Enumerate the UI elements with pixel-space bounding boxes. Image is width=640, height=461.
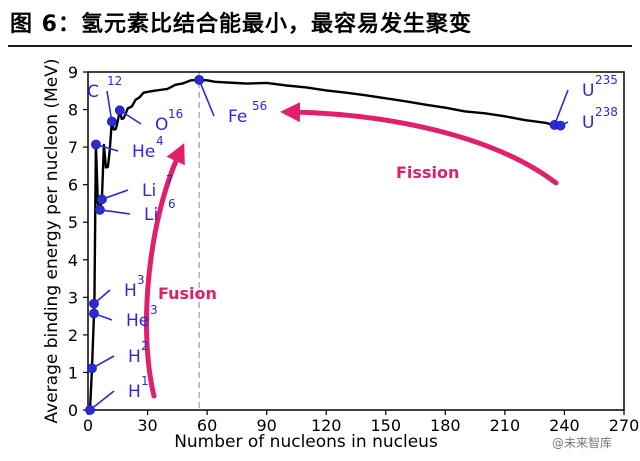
y-axis-label: Average binding energy per nucleon (MeV) xyxy=(42,59,62,424)
isotope-label: Li xyxy=(142,181,156,201)
y-tick-label: 2 xyxy=(68,326,78,345)
isotope-mass-number: 2 xyxy=(141,339,149,353)
y-tick-label: 6 xyxy=(68,176,78,195)
isotope-leader-line xyxy=(553,89,569,126)
fusion-label: Fusion xyxy=(158,284,217,303)
isotope-label: U xyxy=(582,81,594,101)
isotope-leader-line xyxy=(93,312,113,321)
fission-arrow xyxy=(280,102,559,186)
x-tick-label: 240 xyxy=(549,416,580,435)
isotope-mass-number: 7 xyxy=(166,173,174,187)
isotope-label: He xyxy=(132,142,155,162)
watermark: @未来智库 xyxy=(552,435,612,450)
plot-frame xyxy=(87,71,625,411)
title-divider xyxy=(8,45,632,47)
isotope-label: C xyxy=(87,82,99,102)
isotope-label: U xyxy=(582,113,594,133)
isotope-mass-number: 238 xyxy=(595,105,618,119)
isotope-mass-number: 1 xyxy=(141,374,149,388)
isotope-leader-line xyxy=(198,79,215,117)
isotope-label: O xyxy=(155,115,168,135)
isotope-leader-line xyxy=(91,355,115,370)
x-tick-label: 120 xyxy=(311,416,342,435)
y-tick-label: 0 xyxy=(68,401,78,420)
y-tick-label: 5 xyxy=(68,213,78,232)
isotope-mass-number: 12 xyxy=(107,74,122,88)
isotope-mass-number: 235 xyxy=(595,73,618,87)
isotope-leader-line xyxy=(93,289,111,305)
x-tick-label: 60 xyxy=(197,416,217,435)
isotope-mass-number: 3 xyxy=(137,273,145,287)
x-axis-label: Number of nucleons in nucleus xyxy=(174,432,438,452)
figure-title: 图 6：氢元素比结合能最小，最容易发生聚变 xyxy=(10,12,472,37)
isotope-mass-number: 3 xyxy=(150,303,158,317)
isotope-label: H xyxy=(128,347,141,367)
y-tick-label: 3 xyxy=(68,288,78,307)
isotope-label: Li xyxy=(144,205,158,225)
isotope-leader-line xyxy=(101,189,129,201)
isotope-leader-line xyxy=(99,209,131,215)
isotope-mass-number: 6 xyxy=(168,197,176,211)
x-tick-label: 150 xyxy=(371,416,402,435)
x-tick-label: 180 xyxy=(430,416,461,435)
isotope-mass-number: 56 xyxy=(252,99,267,113)
fusion-arrow xyxy=(143,142,185,399)
isotope-leader-line xyxy=(560,121,569,127)
x-tick-label: 210 xyxy=(490,416,521,435)
binding-energy-curve xyxy=(88,78,561,411)
x-tick-label: 30 xyxy=(137,416,157,435)
x-tick-label: 0 xyxy=(83,416,93,435)
isotope-leader-line xyxy=(119,109,142,125)
y-tick-label: 9 xyxy=(68,63,78,82)
y-tick-label: 1 xyxy=(68,363,78,382)
x-tick-label: 90 xyxy=(256,416,276,435)
isotope-mass-number: 16 xyxy=(168,107,183,121)
y-tick-label: 7 xyxy=(68,138,78,157)
isotope-leader-line xyxy=(106,90,113,122)
isotope-mass-number: 4 xyxy=(156,134,164,148)
y-tick-label: 4 xyxy=(68,251,78,270)
isotope-label: H xyxy=(124,281,137,301)
isotope-label: He xyxy=(126,311,149,331)
isotope-label: Fe xyxy=(228,107,247,127)
isotope-leader-line xyxy=(89,390,115,411)
y-tick-label: 8 xyxy=(68,101,78,120)
isotope-leader-line xyxy=(95,143,119,152)
isotope-label: H xyxy=(128,382,141,402)
x-tick-label: 270 xyxy=(609,416,640,435)
fission-label: Fission xyxy=(396,163,459,182)
